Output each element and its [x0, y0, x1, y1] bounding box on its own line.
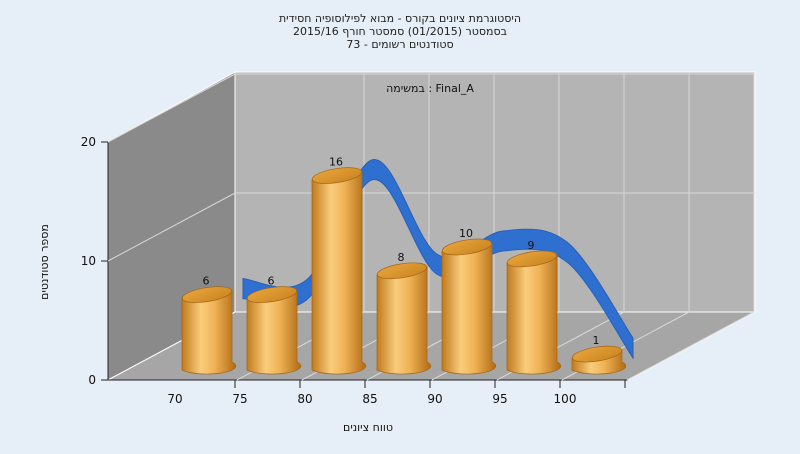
bar-top [441, 238, 493, 256]
bar-body [181, 290, 237, 375]
bar-top [506, 250, 558, 268]
bar-value-label: 1 [593, 334, 600, 347]
bar-body [376, 266, 432, 375]
bar [311, 167, 367, 375]
bar-value-label: 6 [268, 275, 275, 288]
bar-top [311, 167, 363, 184]
x-tick-label: 80 [297, 392, 312, 406]
bar [506, 250, 562, 375]
bar [376, 262, 432, 375]
bar [246, 286, 302, 375]
grid-line-side [107, 73, 236, 143]
x-tick-label: 100 [554, 392, 577, 406]
y-tick-label: 10 [81, 254, 96, 268]
bar-value-label: 9 [528, 239, 535, 252]
y-tick-label: 0 [88, 373, 96, 387]
bar-body [246, 290, 302, 375]
bar-value-label: 6 [203, 275, 210, 288]
bar-top [376, 262, 428, 280]
bar [441, 238, 497, 375]
bar-value-label: 8 [398, 251, 405, 264]
labels: 0 10 20 70 75 80 85 90 95 100 6 6 16 8 10 9 1 [81, 135, 600, 406]
bar-body [506, 254, 562, 375]
chart-title-line-3: סטודנטים רשומים - 73 [346, 38, 453, 51]
y-tick-label: 20 [81, 135, 96, 149]
bar [181, 286, 237, 375]
x-axis-label: טווח ציונים [343, 421, 393, 434]
bar-top [571, 345, 623, 363]
bar [571, 345, 627, 375]
bar-value-label: 16 [329, 156, 343, 169]
series-ribbon-shape [242, 159, 634, 360]
grid-line-floor [626, 311, 755, 381]
grid-lines [101, 72, 755, 388]
chart-title-line-1: היסטוגרמת ציונים בקורס - מבוא לפילוסופיה… [279, 12, 521, 25]
y-axis-label: מספר סטודנטים [38, 224, 51, 300]
x-tick-label: 85 [362, 392, 377, 406]
inner-title: במשימה : Final_A [386, 82, 474, 95]
bar-top [181, 286, 233, 303]
x-tick-label: 75 [232, 392, 247, 406]
bar-value-label: 10 [459, 227, 473, 240]
series-ribbon [242, 159, 634, 360]
grid-line-side [107, 192, 236, 262]
chart-title-line-2: בסמסטר (01/2015) סמסטר חורף 2015/16 [293, 25, 507, 38]
x-tick-label: 70 [167, 392, 182, 406]
x-tick-label: 90 [427, 392, 442, 406]
bar-body [311, 171, 367, 375]
x-tick-label: 95 [492, 392, 507, 406]
bar-top [246, 286, 298, 303]
bar-body [441, 242, 497, 375]
bars [181, 167, 627, 375]
